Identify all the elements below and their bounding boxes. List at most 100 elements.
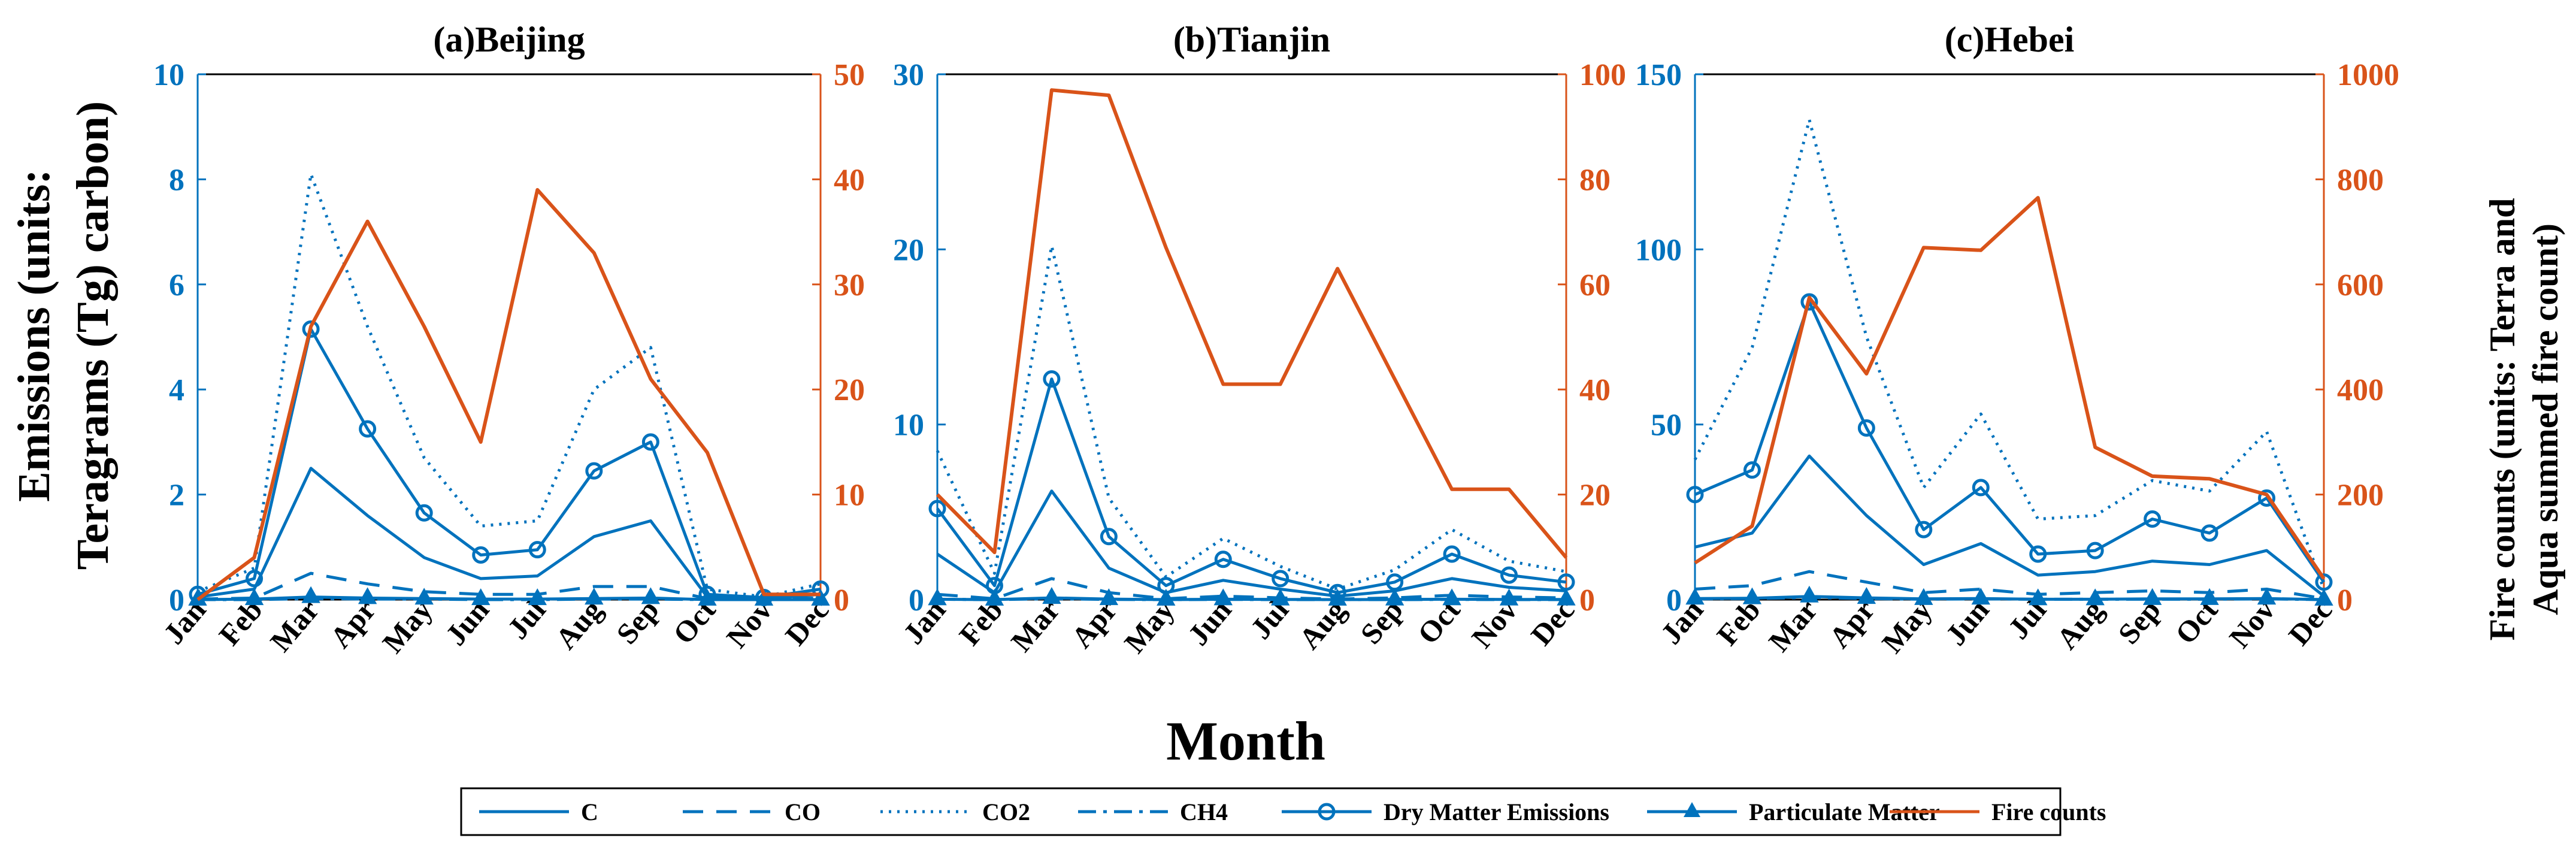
dry-matter-point: [472, 546, 490, 564]
particulate-matter-point: [754, 588, 774, 606]
dry-matter-point: [1443, 545, 1461, 563]
particulate-matter-point: [1685, 588, 1705, 605]
legend-label: Dry Matter Emissions: [1384, 798, 1609, 825]
right-tick-label: 80: [1579, 163, 1611, 197]
right-tick-label: 800: [2337, 163, 2384, 197]
right-tick-label: 1000: [2337, 58, 2399, 92]
left-tick-label: 0: [169, 583, 184, 618]
series-line-dry-matter-emissions: [936, 377, 1567, 594]
right-tick-label: 20: [1579, 479, 1611, 513]
series-co: [937, 577, 1567, 601]
series-particulate-matter: [1685, 585, 2333, 606]
particulate-matter-point: [2029, 588, 2048, 606]
y-axis-label-fire-counts-line1: Fire counts (units: Terra and: [2483, 198, 2522, 641]
particulate-matter-point: [1157, 588, 1176, 606]
particulate-matter-point: [985, 588, 1004, 606]
particulate-matter-point: [1385, 588, 1404, 606]
left-tick-label: 6: [169, 268, 184, 303]
particulate-matter-point: [1557, 588, 1576, 606]
series-line-particulate-matter: [1694, 595, 2324, 601]
legend-entry-dry-matter-emissions: Dry Matter Emissions: [1282, 798, 1609, 825]
left-tick-label: 30: [893, 58, 924, 92]
particulate-matter-point: [471, 588, 491, 606]
series-line-co2: [1693, 118, 2326, 590]
dry-matter-point: [2144, 510, 2162, 528]
dry-matter-point: [2258, 489, 2276, 507]
dry-matter-point: [1100, 528, 1118, 546]
series-fire-counts: [196, 187, 821, 601]
series-line-fire-counts: [196, 187, 821, 601]
particulate-matter-point: [1328, 588, 1347, 606]
particulate-matter-point: [1971, 588, 1990, 605]
legend-entry-c: C: [479, 798, 598, 825]
dry-matter-point: [415, 504, 433, 522]
legend-label: C: [581, 798, 598, 825]
left-tick-label: 150: [1635, 58, 1682, 92]
series-line-particulate-matter: [197, 595, 821, 601]
series-dry-matter-emissions: [1686, 293, 2333, 591]
right-tick-label: 50: [834, 58, 865, 92]
series-c: [936, 489, 1567, 598]
particulate-matter-point: [1442, 588, 1461, 606]
x-tick-label-mar: Mar: [1762, 593, 1824, 658]
particulate-matter-point: [2200, 588, 2219, 605]
particulate-matter-point: [928, 588, 947, 606]
series-line-co2: [936, 244, 1567, 591]
right-tick-label: 0: [834, 583, 849, 618]
y-axis-label-emissions-line2: Teragrams (Tg) carbon): [68, 101, 118, 570]
legend-label: Fire counts: [1991, 798, 2106, 825]
particulate-matter-point: [301, 586, 320, 603]
panel-title: (a)Beijing: [433, 20, 585, 59]
right-tick-label: 30: [834, 268, 865, 303]
particulate-matter-point: [1857, 587, 1876, 604]
particulate-matter-point: [2085, 588, 2105, 606]
legend-entry-ch4: CH4: [1078, 798, 1228, 825]
particulate-matter-point: [1800, 585, 1819, 603]
particulate-matter-point: [1099, 588, 1119, 606]
series-dry-matter-emissions: [189, 320, 830, 606]
series-line-c: [1694, 454, 2325, 598]
particulate-matter-point: [641, 587, 661, 604]
right-tick-label: 40: [1579, 373, 1611, 407]
right-tick-label: 200: [2337, 479, 2384, 513]
series-line-particulate-matter: [937, 596, 1566, 601]
dry-matter-point: [1915, 521, 1933, 539]
left-tick-label: 10: [893, 409, 924, 443]
series-co: [197, 571, 821, 601]
legend-label: CH4: [1180, 798, 1228, 825]
dry-matter-point: [1800, 293, 1818, 311]
legend-marker-triangle: [1684, 802, 1700, 817]
series-co2: [197, 173, 821, 599]
left-tick-label: 0: [909, 583, 924, 618]
x-tick-label-jul: Jul: [2001, 593, 2053, 645]
particulate-matter-point: [528, 588, 547, 606]
legend-label: CO: [785, 798, 821, 825]
particulate-matter-point: [2257, 588, 2277, 605]
particulate-matter-point: [1499, 588, 1519, 606]
x-axis-label: Month: [1166, 710, 1325, 772]
series-particulate-matter: [188, 586, 830, 606]
dry-matter-point: [1500, 566, 1518, 584]
right-tick-label: 10: [834, 479, 865, 513]
particulate-matter-point: [2142, 588, 2162, 605]
dry-matter-point: [528, 541, 546, 559]
dry-matter-point: [2029, 545, 2047, 563]
right-tick-label: 0: [1579, 583, 1595, 618]
dry-matter-point: [359, 420, 377, 438]
series-line-fire-counts: [1694, 196, 2326, 580]
particulate-matter-point: [1213, 588, 1233, 606]
particulate-matter-point: [585, 588, 604, 605]
particulate-matter-point: [2314, 588, 2333, 606]
right-tick-label: 100: [1579, 58, 1626, 92]
particulate-matter-point: [811, 588, 830, 606]
dry-matter-point: [1272, 570, 1289, 588]
left-tick-label: 50: [1651, 409, 1682, 443]
dry-matter-point: [1743, 461, 1761, 479]
right-tick-label: 40: [834, 163, 865, 197]
panel-title: (c)Hebei: [1945, 20, 2075, 59]
left-tick-label: 0: [1666, 583, 1682, 618]
right-tick-label: 600: [2337, 268, 2384, 303]
